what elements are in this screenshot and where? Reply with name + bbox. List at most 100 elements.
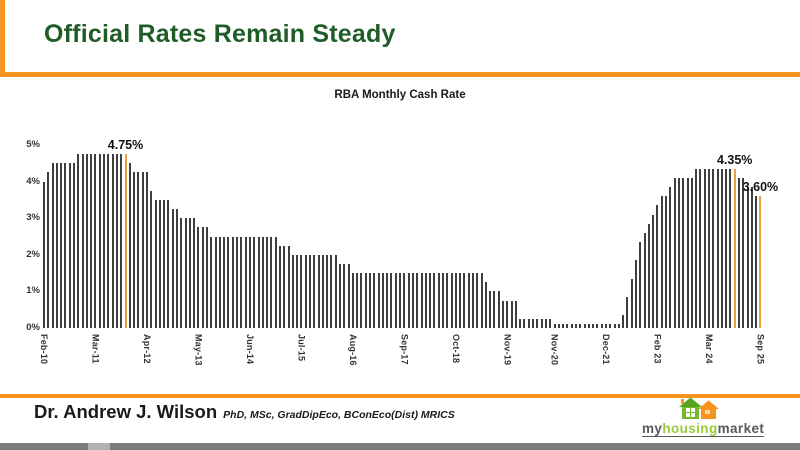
bar	[120, 154, 123, 328]
x-axis-tick: Feb-10	[39, 334, 49, 365]
bar	[373, 273, 376, 328]
bar	[549, 318, 552, 328]
bar	[459, 273, 462, 328]
bar	[540, 318, 543, 328]
bar	[270, 236, 273, 328]
bar	[94, 154, 97, 328]
bar	[647, 223, 650, 328]
bar	[725, 168, 728, 328]
bar	[497, 291, 500, 328]
bar	[240, 236, 243, 328]
bar	[600, 324, 603, 328]
logo-wordmark: myhousingmarket	[642, 421, 765, 438]
bar	[652, 214, 655, 328]
bar	[656, 205, 659, 328]
bar	[360, 273, 363, 328]
bar	[60, 163, 63, 328]
bar	[321, 254, 324, 328]
bar	[128, 163, 131, 328]
bar	[742, 177, 745, 328]
bar	[223, 236, 226, 328]
bar	[437, 273, 440, 328]
bar	[690, 177, 693, 328]
bar	[544, 318, 547, 328]
x-axis-tick: Nov-20	[549, 334, 560, 366]
bar	[111, 154, 114, 328]
rate-annotation: 4.75%	[107, 138, 144, 153]
bar	[669, 187, 672, 328]
bar	[673, 177, 676, 328]
bar	[523, 318, 526, 328]
logo-market: market	[717, 421, 765, 436]
bar	[188, 218, 191, 328]
bar	[291, 254, 294, 328]
bar	[304, 254, 307, 328]
bar	[424, 273, 427, 328]
bar	[364, 273, 367, 328]
bar	[218, 236, 221, 328]
bar	[369, 273, 372, 328]
bar	[755, 196, 758, 328]
bar	[699, 168, 702, 328]
bar	[622, 315, 625, 328]
x-axis-tick: Mar 24	[703, 334, 714, 364]
bar	[261, 236, 264, 328]
bar	[77, 154, 80, 328]
x-axis-tick: Dec-21	[600, 334, 611, 365]
bar	[411, 273, 414, 328]
bar	[253, 236, 256, 328]
bar	[103, 154, 106, 328]
bar	[145, 172, 148, 328]
bar	[506, 300, 509, 328]
page-title: Official Rates Remain Steady	[44, 20, 396, 48]
x-axis-tick: Feb 23	[652, 334, 663, 364]
bar	[51, 163, 54, 328]
y-axis-tick: 1%	[26, 285, 40, 297]
x-axis-tick: Jul-15	[296, 334, 307, 362]
bar	[351, 273, 354, 328]
bar	[493, 291, 496, 328]
bar	[206, 227, 209, 328]
bar	[283, 245, 286, 328]
bar	[85, 154, 88, 328]
bar	[330, 254, 333, 328]
bar	[137, 172, 140, 328]
bar	[429, 273, 432, 328]
bar	[609, 324, 612, 328]
bar	[390, 273, 393, 328]
bar	[296, 254, 299, 328]
bar	[214, 236, 217, 328]
bar	[43, 181, 45, 328]
bar	[326, 254, 329, 328]
bar	[381, 273, 384, 328]
bar	[703, 168, 706, 328]
bar	[712, 168, 715, 328]
bar	[407, 273, 410, 328]
bar	[489, 291, 492, 328]
author-name: Dr. Andrew J. Wilson	[34, 401, 218, 422]
bar	[480, 273, 483, 328]
bar	[386, 273, 389, 328]
chart-title: RBA Monthly Cash Rate	[334, 89, 466, 101]
bar	[562, 324, 565, 328]
bar	[377, 273, 380, 328]
bar	[737, 177, 740, 328]
bar	[720, 168, 723, 328]
bottom-taskbar-edge	[0, 443, 800, 450]
bar	[73, 163, 76, 328]
bar	[394, 273, 397, 328]
bar	[343, 263, 346, 328]
bar	[583, 324, 586, 328]
bar	[420, 273, 423, 328]
bar	[519, 318, 522, 328]
rate-annotation: 3.60%	[742, 180, 779, 195]
x-axis-tick: Oct-18	[450, 334, 461, 364]
bar	[248, 236, 251, 328]
bar	[617, 324, 620, 328]
bar	[107, 154, 110, 328]
bar	[695, 168, 698, 328]
bar	[729, 168, 732, 328]
bar	[510, 300, 513, 328]
bar	[746, 187, 749, 328]
bar	[476, 273, 479, 328]
